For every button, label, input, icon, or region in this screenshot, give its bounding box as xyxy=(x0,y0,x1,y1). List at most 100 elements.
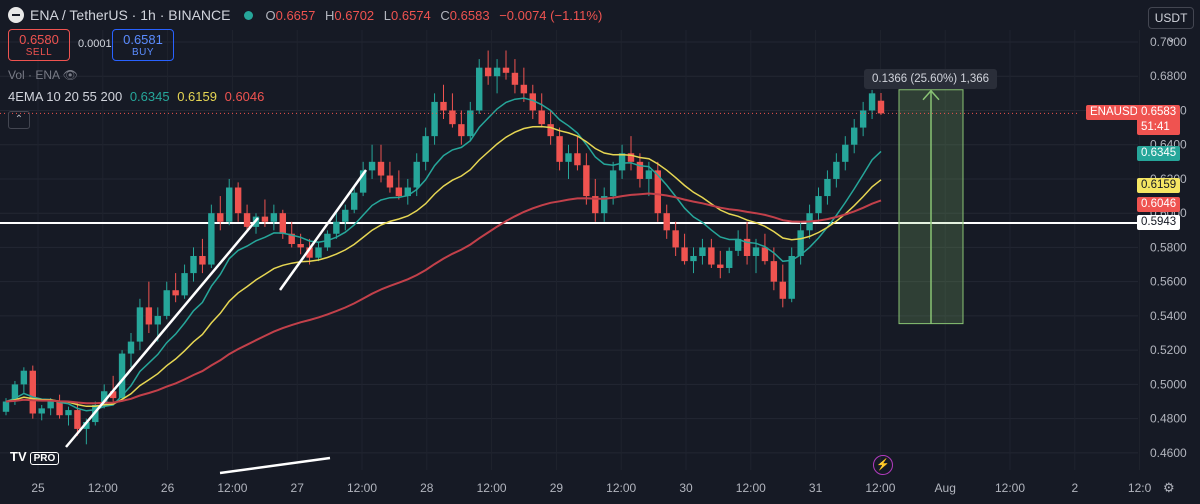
candle-body xyxy=(476,67,483,111)
candle-body xyxy=(190,255,197,274)
candle-body xyxy=(618,153,626,171)
candle-body xyxy=(529,93,536,111)
x-tick-label: 12:00 xyxy=(347,481,377,495)
y-tick-label: 0.5000 xyxy=(1150,377,1187,391)
candle-body xyxy=(565,153,572,162)
y-tick-label: 0.4600 xyxy=(1150,446,1187,460)
candle-body xyxy=(815,196,822,214)
candle-body xyxy=(65,410,72,416)
candle-body xyxy=(556,136,563,162)
x-tick-label: 29 xyxy=(550,481,564,495)
chevron-down-icon: ⌄ xyxy=(1165,31,1177,45)
x-tick-label: 12:00 xyxy=(217,481,247,495)
candle-body xyxy=(574,153,581,166)
symbol-icon[interactable] xyxy=(8,7,24,23)
candle-body xyxy=(717,264,724,268)
sell-price: 0.6580 xyxy=(19,32,59,47)
trend-line xyxy=(65,217,259,448)
y-tick-label: 0.5800 xyxy=(1150,240,1187,254)
x-tick-label: 12:00 xyxy=(477,481,507,495)
volume-indicator[interactable]: Vol · ENA 👁 xyxy=(8,68,78,82)
candle-body xyxy=(520,84,528,94)
candle-body xyxy=(663,213,670,231)
settings-gear-icon[interactable]: ⚙ xyxy=(1163,480,1175,495)
measure-label: 0.1366 (25.60%) 1,366 xyxy=(864,69,998,89)
candle-body xyxy=(243,213,251,227)
market-status-dot xyxy=(244,10,254,20)
candle-body xyxy=(127,341,135,354)
x-tick-label: 28 xyxy=(420,481,434,495)
candle-body xyxy=(779,281,786,299)
candle-body xyxy=(484,67,492,77)
candle-body xyxy=(627,153,635,162)
candle-body xyxy=(654,170,661,214)
x-tick-label: 27 xyxy=(291,481,305,495)
currency-dropdown[interactable]: USDT ⌄ xyxy=(1148,7,1194,45)
ema10-value: 0.6345 xyxy=(129,89,170,104)
candle-body xyxy=(493,67,501,77)
volume-label: Vol · ENA xyxy=(8,68,60,82)
candle-body xyxy=(699,247,706,256)
ohlc-readout: O0.6657 H0.6702 L0.6574 C0.6583 −0.0074 … xyxy=(265,8,608,23)
candle-body xyxy=(851,127,858,145)
candle-body xyxy=(74,410,81,429)
symbol-tag: ENAUSDT xyxy=(1086,105,1149,121)
x-tick-label: 31 xyxy=(809,481,823,495)
candle-body xyxy=(708,247,715,265)
sell-button[interactable]: 0.6580 SELL xyxy=(8,29,70,61)
candle-body xyxy=(734,238,742,251)
candle-body xyxy=(154,315,161,325)
logo-text: TV xyxy=(10,449,27,464)
candle-body xyxy=(270,213,278,222)
x-tick-label: 2 xyxy=(1071,481,1078,495)
candle-body xyxy=(386,175,394,188)
x-tick-label: 12:00 xyxy=(736,481,766,495)
candle-body xyxy=(226,187,233,222)
tradingview-logo[interactable]: TV PRO xyxy=(10,449,60,465)
candle-body xyxy=(467,110,474,137)
candle-body xyxy=(217,213,224,222)
x-tick-label: 12:0 xyxy=(1128,481,1152,495)
buy-button[interactable]: 0.6581 BUY xyxy=(112,29,174,61)
ema-indicator[interactable]: 4EMA 10 20 55 200 0.6345 0.6159 0.6046 xyxy=(8,89,264,104)
candle-body xyxy=(761,247,769,262)
candle-body xyxy=(101,391,108,405)
x-tick-label: 12:00 xyxy=(995,481,1025,495)
candle-body xyxy=(261,216,269,222)
candle-body xyxy=(163,290,170,316)
candle-body xyxy=(172,290,179,296)
candle-body xyxy=(20,370,28,385)
ema55-line xyxy=(5,192,882,405)
candle-body xyxy=(824,178,831,197)
symbol-title[interactable]: ENA / TetherUS · 1h · BINANCE xyxy=(30,7,231,23)
eye-off-icon[interactable]: 👁 xyxy=(62,68,78,82)
ohlc-close-label: C xyxy=(440,7,450,23)
y-tick-label: 0.7000 xyxy=(1150,35,1187,49)
ohlc-open-label: O xyxy=(265,7,276,23)
candle-body xyxy=(395,187,403,197)
candle-body xyxy=(199,255,206,265)
y-tick-label: 0.6800 xyxy=(1150,69,1187,83)
ohlc-close-value: 0.6583 xyxy=(449,7,490,23)
lightning-icon[interactable]: ⚡ xyxy=(873,455,893,475)
candle-body xyxy=(752,247,760,256)
candle-body xyxy=(583,165,590,197)
y-tick-label: 0.4800 xyxy=(1150,412,1187,426)
candle-body xyxy=(315,247,322,258)
candle-body xyxy=(279,213,286,234)
price-tag-countdown: 51:41 xyxy=(1141,121,1170,134)
price-tag: 0.6159 xyxy=(1137,177,1181,193)
x-tick-label: 25 xyxy=(31,481,45,495)
x-tick-label: Aug xyxy=(935,481,956,495)
collapse-indicators-icon[interactable]: ⌃ xyxy=(8,111,30,129)
buy-label: BUY xyxy=(131,47,155,58)
x-tick-label: 12:00 xyxy=(865,481,895,495)
chart-header: ENA / TetherUS · 1h · BINANCE O0.6657 H0… xyxy=(8,7,608,23)
ohlc-open-value: 0.6657 xyxy=(275,7,316,23)
candle-body xyxy=(208,213,215,265)
ema55-value: 0.6046 xyxy=(224,89,265,104)
ema-label: 4EMA 10 20 55 200 xyxy=(8,89,123,104)
candle-body xyxy=(297,244,304,248)
candle-body xyxy=(2,401,10,412)
